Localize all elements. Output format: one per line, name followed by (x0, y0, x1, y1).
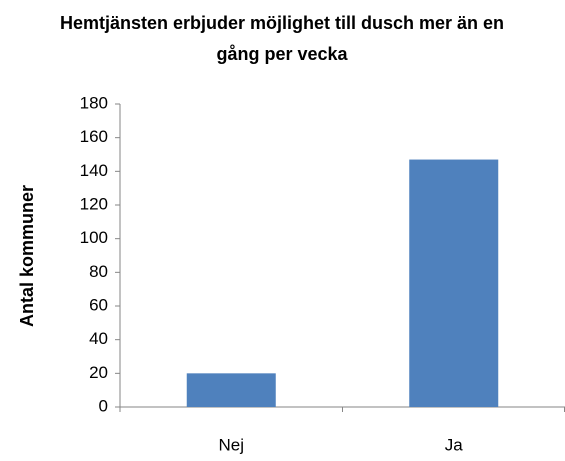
y-tick-label: 100 (80, 228, 108, 247)
x-tick-label: Ja (445, 435, 464, 454)
y-tick-label: 180 (80, 93, 108, 112)
chart-title: Hemtjänsten erbjuder möjlighet till dusc… (59, 13, 505, 64)
y-tick-label: 20 (89, 363, 108, 382)
bar (186, 373, 276, 407)
y-axis-label: Antal kommuner (17, 185, 37, 327)
y-tick-label: 80 (89, 262, 108, 281)
y-tick-label: 40 (89, 329, 108, 348)
y-tick-label: 0 (99, 396, 108, 415)
y-tick-label: 60 (89, 295, 108, 314)
y-tick-label: 160 (80, 127, 108, 146)
bar (409, 159, 499, 407)
y-tick-label: 120 (80, 194, 108, 213)
x-tick-label: Nej (218, 435, 244, 454)
y-tick-label: 140 (80, 161, 108, 180)
